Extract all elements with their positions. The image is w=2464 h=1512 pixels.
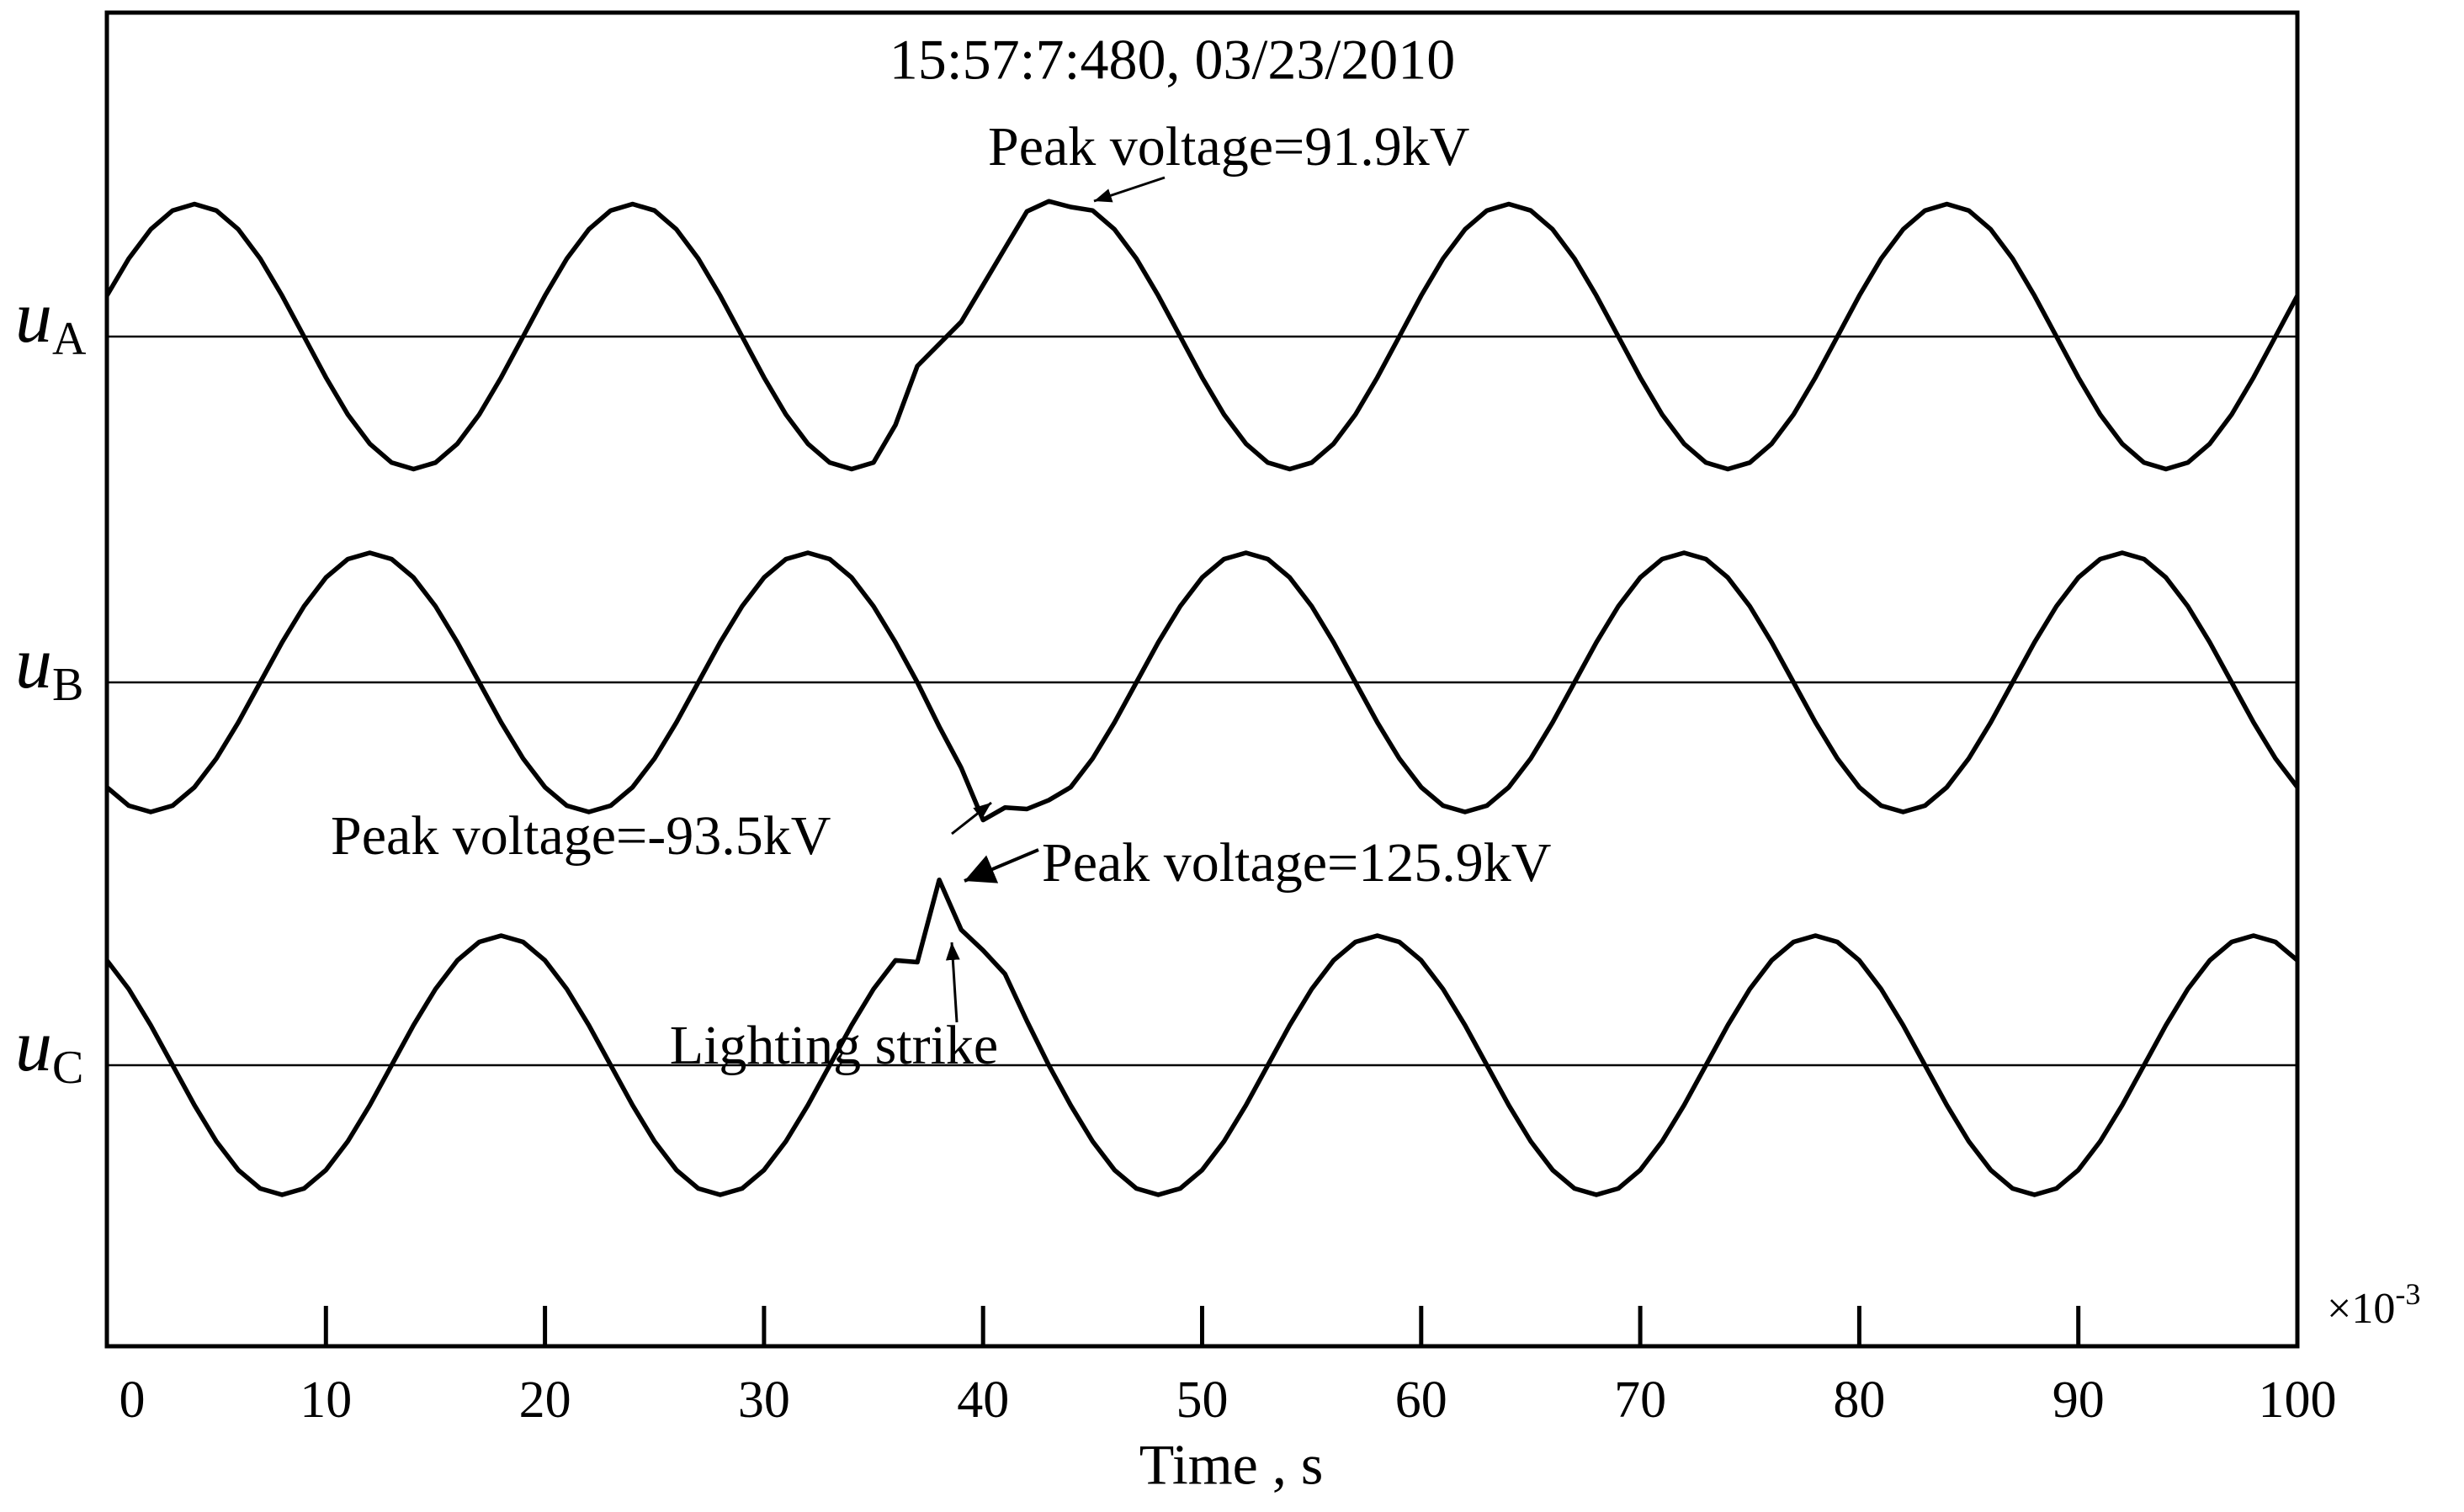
series-subscript: C xyxy=(52,1042,83,1094)
x-tick-label: 30 xyxy=(738,1371,790,1429)
series-label: uC xyxy=(15,1005,83,1094)
x-tick-label: 20 xyxy=(519,1371,571,1429)
waveform xyxy=(105,550,2300,823)
annotation-arrow xyxy=(945,942,960,1023)
annotation-arrow xyxy=(1093,176,1166,203)
x-tick-label: 10 xyxy=(300,1371,352,1429)
x-tick-label: 50 xyxy=(1176,1371,1229,1429)
waveform xyxy=(104,199,2300,472)
x-tick-label: 80 xyxy=(1833,1371,1885,1429)
series-name: u xyxy=(15,623,52,704)
series-label: uA xyxy=(15,277,87,365)
series-subscript: B xyxy=(52,659,83,711)
x-tick-label: 60 xyxy=(1395,1371,1447,1429)
annotation: Peak voltage=-93.5kV xyxy=(331,805,831,867)
series-label: uB xyxy=(15,623,83,711)
x-axis-label: Time , s xyxy=(1139,1433,1324,1497)
annotation-arrow xyxy=(951,801,992,836)
annotation: Lighting strike xyxy=(670,1015,998,1076)
x-tick-label: 0 xyxy=(119,1371,146,1429)
waveform xyxy=(104,877,2299,1197)
series-subscript: A xyxy=(52,313,87,365)
x-multiplier-exponent: -3 xyxy=(2395,1277,2420,1311)
annotation-arrow xyxy=(964,848,1039,883)
annotation: Peak voltage=125.9kV xyxy=(1042,832,1551,894)
x-tick-label: 40 xyxy=(957,1371,1009,1429)
chart-title: 15:57:7:480, 03/23/2010 xyxy=(889,28,1455,92)
x-tick-label: 70 xyxy=(1614,1371,1666,1429)
annotation: Peak voltage=91.9kV xyxy=(988,116,1469,178)
x-multiplier: ×10-3 xyxy=(2327,1277,2420,1333)
series-name: u xyxy=(15,1005,52,1087)
annotations: Peak voltage=91.9kV Peak voltage=-93.5kV… xyxy=(331,116,1551,1076)
x-tick-label: 90 xyxy=(2052,1371,2105,1429)
x-tick-label: 100 xyxy=(2259,1371,2337,1429)
series-name: u xyxy=(15,277,52,358)
x-multiplier-base: ×10 xyxy=(2327,1285,2395,1333)
